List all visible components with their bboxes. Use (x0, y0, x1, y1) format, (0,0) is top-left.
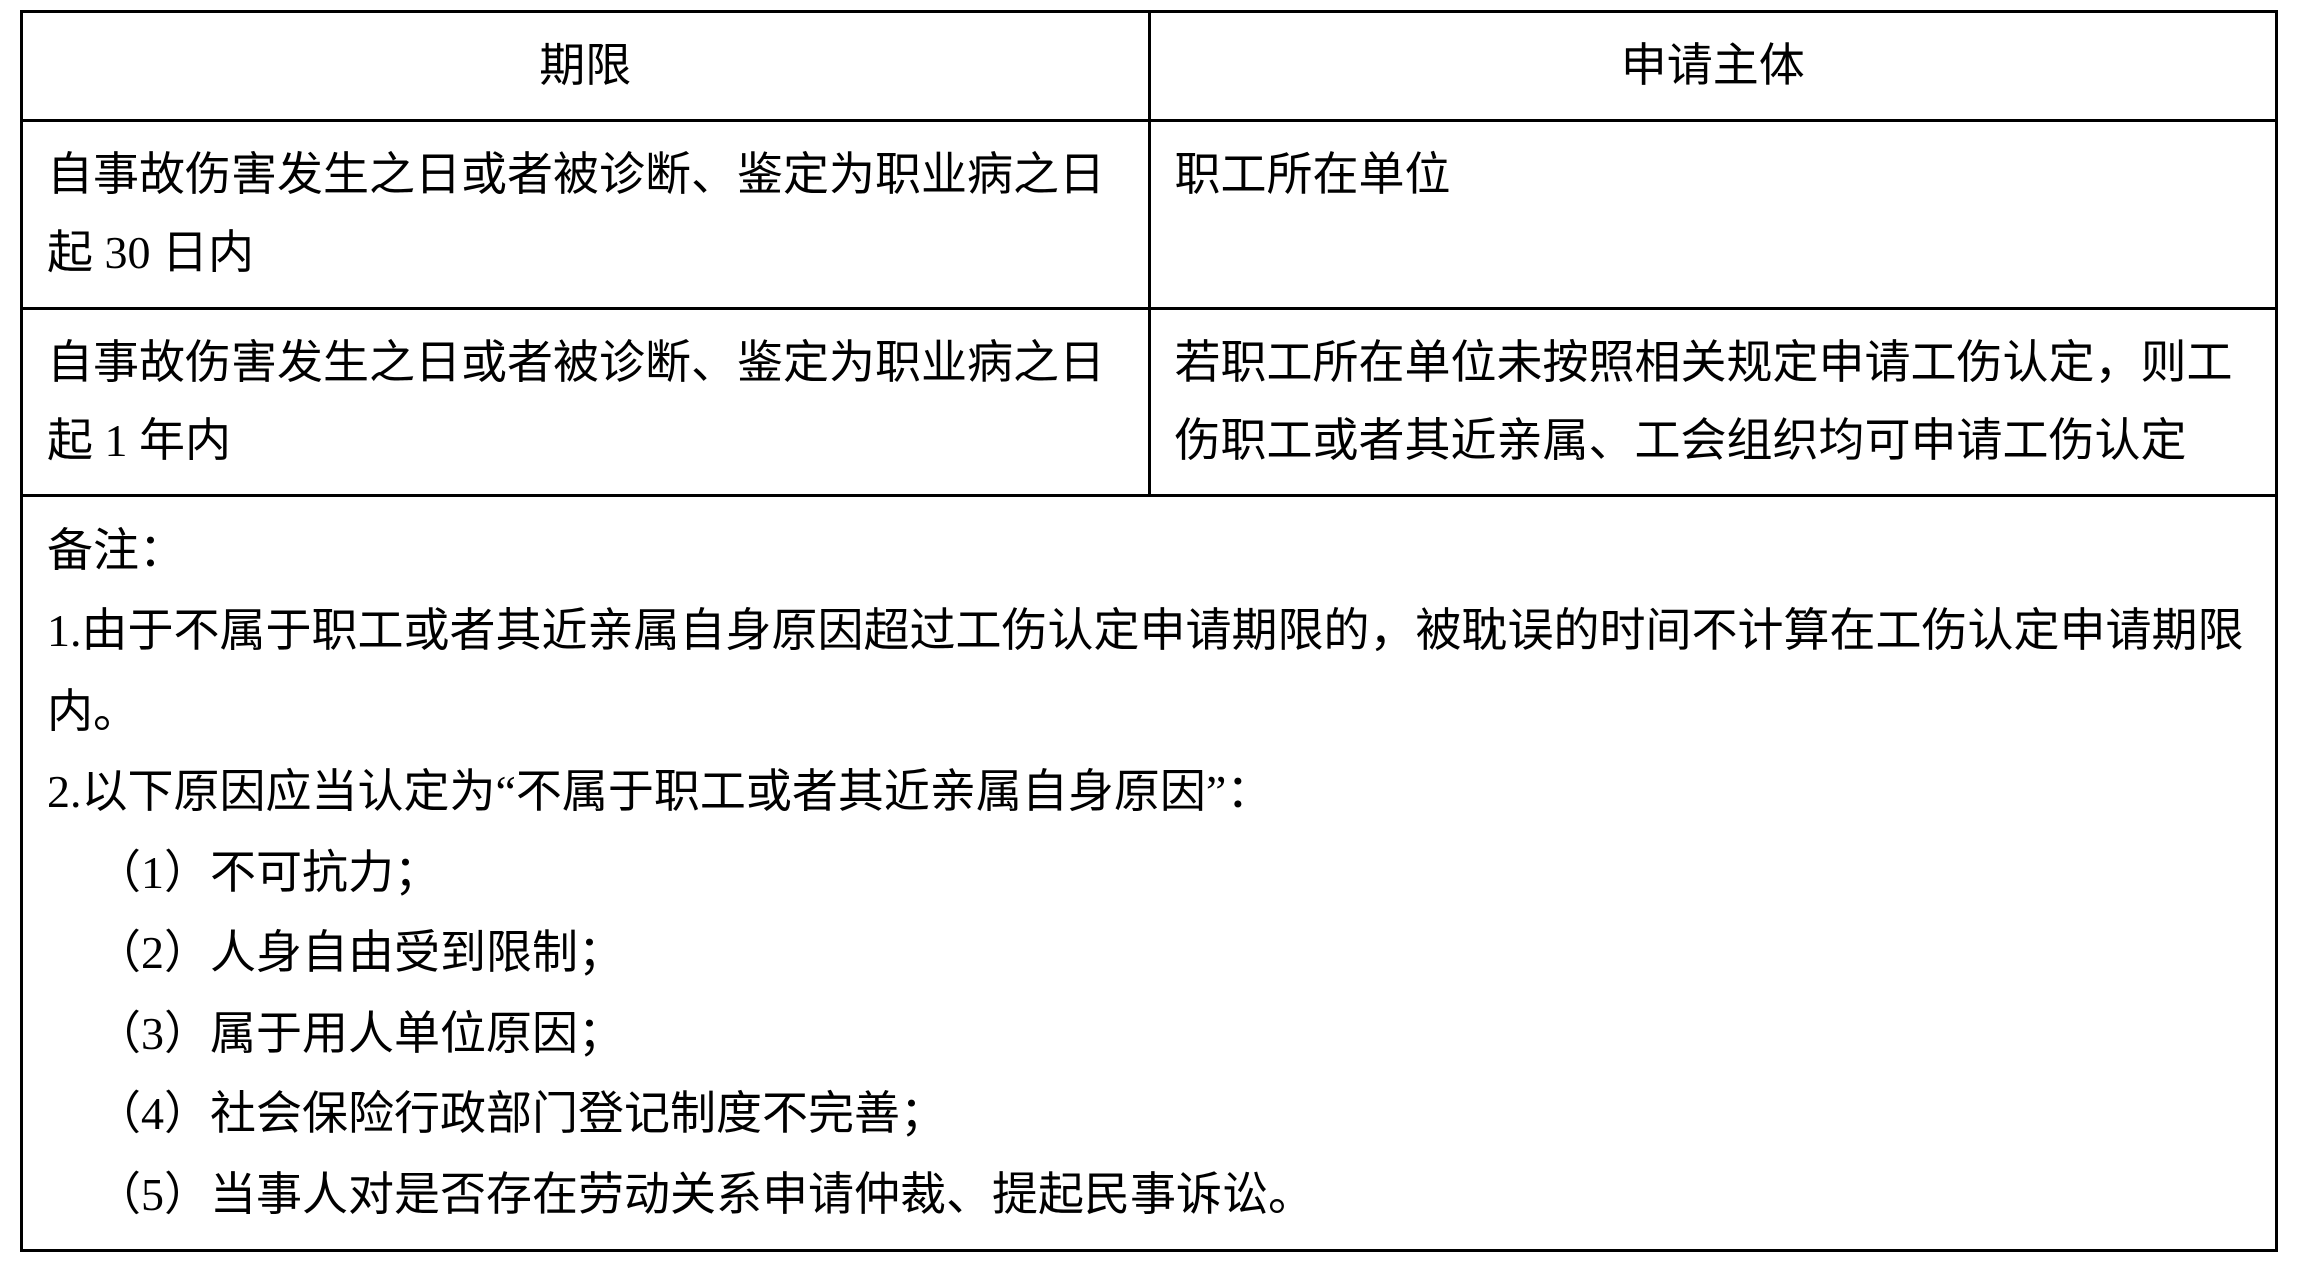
notes-sub-4: （4）社会保险行政部门登记制度不完善； (47, 1074, 2251, 1155)
notes-cell: 备注： 1.由于不属于职工或者其近亲属自身原因超过工伤认定申请期限的，被耽误的时… (22, 495, 2277, 1251)
notes-item-1: 1.由于不属于职工或者其近亲属自身原因超过工伤认定申请期限的，被耽误的时间不计算… (47, 591, 2251, 752)
notes-title: 备注： (47, 511, 2251, 592)
notes-sub-1: （1）不可抗力； (47, 833, 2251, 914)
table-notes-row: 备注： 1.由于不属于职工或者其近亲属自身原因超过工伤认定申请期限的，被耽误的时… (22, 495, 2277, 1251)
regulations-table: 期限 申请主体 自事故伤害发生之日或者被诊断、鉴定为职业病之日起 30 日内 职… (20, 10, 2278, 1252)
cell-applicant-1: 职工所在单位 (1149, 121, 2277, 308)
table-row: 自事故伤害发生之日或者被诊断、鉴定为职业病之日起 1 年内 若职工所在单位未按照… (22, 308, 2277, 495)
table-header-row: 期限 申请主体 (22, 12, 2277, 121)
notes-sub-5: （5）当事人对是否存在劳动关系申请仲裁、提起民事诉讼。 (47, 1155, 2251, 1236)
notes-item-2: 2.以下原因应当认定为“不属于职工或者其近亲属自身原因”： (47, 752, 2251, 833)
cell-period-2: 自事故伤害发生之日或者被诊断、鉴定为职业病之日起 1 年内 (22, 308, 1150, 495)
notes-block: 备注： 1.由于不属于职工或者其近亲属自身原因超过工伤认定申请期限的，被耽误的时… (47, 511, 2251, 1236)
document-page: 期限 申请主体 自事故伤害发生之日或者被诊断、鉴定为职业病之日起 30 日内 职… (0, 0, 2298, 1280)
notes-sub-3: （3）属于用人单位原因； (47, 994, 2251, 1075)
table-row: 自事故伤害发生之日或者被诊断、鉴定为职业病之日起 30 日内 职工所在单位 (22, 121, 2277, 308)
notes-sub-2: （2）人身自由受到限制； (47, 913, 2251, 994)
header-col-period: 期限 (22, 12, 1150, 121)
cell-period-1: 自事故伤害发生之日或者被诊断、鉴定为职业病之日起 30 日内 (22, 121, 1150, 308)
cell-applicant-2: 若职工所在单位未按照相关规定申请工伤认定，则工伤职工或者其近亲属、工会组织均可申… (1149, 308, 2277, 495)
header-col-applicant: 申请主体 (1149, 12, 2277, 121)
